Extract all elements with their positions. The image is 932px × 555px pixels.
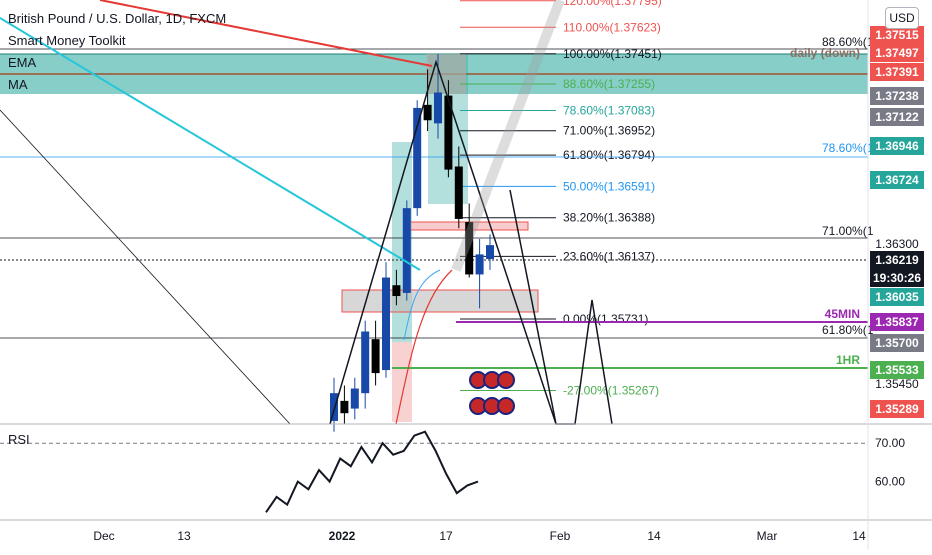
candle-body-10 <box>434 92 442 124</box>
x-tick-7: 14 <box>852 529 866 543</box>
price-tag-1: 1.37497 <box>875 46 919 60</box>
x-tick-0: Dec <box>93 529 114 543</box>
price-tag-11: 1.35837 <box>875 315 919 329</box>
flag-icon-5 <box>497 397 515 415</box>
trendline-cyan <box>0 17 421 271</box>
x-tick-1: 13 <box>177 529 191 543</box>
fib-label-9: 23.60%(1.36137) <box>563 249 655 263</box>
fvg-box <box>341 289 539 313</box>
candle-body-3 <box>361 331 370 394</box>
candle-body-1 <box>340 400 349 414</box>
price-tag-3: 1.37238 <box>875 89 919 103</box>
candle-body-4 <box>371 339 380 374</box>
candle-body-5 <box>382 277 390 371</box>
candle-body-8 <box>413 107 422 209</box>
price-tag-4: 1.37122 <box>875 110 919 124</box>
projection-band <box>451 0 565 272</box>
x-tick-3: 17 <box>439 529 453 543</box>
fib-label-0: 120.00%(1.37795) <box>563 0 662 8</box>
price-tag-10: 1.36035 <box>875 290 919 304</box>
rsi-tick-0: 70.00 <box>875 436 905 450</box>
currency-button[interactable]: USD <box>885 7 919 29</box>
price-tag-0: 1.37515 <box>875 28 919 42</box>
indicator-smart-money-toolkit[interactable]: Smart Money Toolkit <box>8 33 126 48</box>
price-tag-bg-6 <box>870 171 924 189</box>
price-tag-bg-15 <box>870 400 924 418</box>
price-tag-bg-10 <box>870 288 924 306</box>
candle-body-0 <box>330 393 338 421</box>
flag-icon-2 <box>497 371 515 389</box>
right-fib-label-1: 78.60%(1 <box>822 141 874 155</box>
candle-body-6 <box>392 285 401 297</box>
fib-label-7: 50.00%(1.36591) <box>563 179 655 193</box>
candle-body-14 <box>475 254 484 275</box>
trendline-red <box>99 0 433 67</box>
candle-body-2 <box>350 388 359 409</box>
fib-label-5: 71.00%(1.36952) <box>563 124 655 138</box>
price-tag-2: 1.37391 <box>875 65 919 79</box>
price-tag-13: 1.35533 <box>875 363 919 377</box>
annotation-label-0: daily (down) <box>790 46 860 60</box>
candle-body-9 <box>423 104 432 121</box>
chart-title: British Pound / U.S. Dollar, 1D, FXCM <box>8 11 227 26</box>
fib-label-4: 78.60%(1.37083) <box>563 104 655 118</box>
fib-label-6: 61.80%(1.36794) <box>563 148 655 162</box>
fib-label-3: 88.60%(1.37255) <box>563 77 655 91</box>
impulse-zone-low <box>392 342 412 422</box>
price-tag-bg-13 <box>870 361 924 379</box>
price-tag-7: 1.36300 <box>875 237 919 251</box>
right-fib-label-0: 88.60%(1 <box>822 35 874 49</box>
ma-curve <box>403 269 441 341</box>
rsi-label[interactable]: RSI <box>8 432 30 447</box>
price-tag-bg-2 <box>870 63 924 81</box>
price-tag-bg-8 <box>870 251 924 269</box>
price-tag-6: 1.36724 <box>875 173 919 187</box>
price-tag-bg-1 <box>870 44 924 62</box>
fib-label-1: 110.00%(1.37623) <box>563 20 661 34</box>
x-tick-5: 14 <box>647 529 661 543</box>
price-tag-9: 19:30:26 <box>873 271 921 285</box>
zigzag-pattern <box>329 59 613 425</box>
candle-body-11 <box>444 95 453 170</box>
indicator-ema[interactable]: EMA <box>8 55 37 70</box>
fib-label-2: 100.00%(1.37451) <box>563 47 662 61</box>
price-tag-bg-11 <box>870 313 924 331</box>
x-tick-2: 2022 <box>329 529 356 543</box>
annotation-label-1: 45MIN <box>825 307 860 321</box>
candle-body-15 <box>486 245 494 260</box>
price-tag-14: 1.35450 <box>875 377 919 391</box>
price-tag-12: 1.35700 <box>875 336 919 350</box>
rsi-line <box>265 430 479 513</box>
price-tag-5: 1.36946 <box>875 139 919 153</box>
fib-label-10: 0.00%(1.35731) <box>563 312 648 326</box>
price-tag-8: 1.36219 <box>875 253 919 267</box>
trendline-thin <box>0 109 291 425</box>
annotation-label-2: 1HR <box>836 353 860 367</box>
right-fib-label-2: 71.00%(1 <box>822 224 874 238</box>
price-tag-bg-0 <box>870 26 924 44</box>
x-tick-4: Feb <box>550 529 571 543</box>
fib-label-11: -27.00%(1.35267) <box>563 384 659 398</box>
ema-curve <box>395 269 453 425</box>
candle-body-7 <box>402 208 411 293</box>
price-tag-bg-5 <box>870 137 924 155</box>
price-tag-bg-12 <box>870 334 924 352</box>
price-tag-bg-3 <box>870 87 924 105</box>
candle-body-12 <box>454 166 463 219</box>
chart-legend: British Pound / U.S. Dollar, 1D, FXCM Sm… <box>8 8 226 96</box>
indicator-ma[interactable]: MA <box>8 77 28 92</box>
price-tag-bg-9 <box>870 269 924 287</box>
candle-body-13 <box>465 222 474 275</box>
price-tag-15: 1.35289 <box>875 402 919 416</box>
fib-label-8: 38.20%(1.36388) <box>563 211 655 225</box>
price-tag-bg-4 <box>870 108 924 126</box>
x-tick-6: Mar <box>757 529 778 543</box>
rsi-tick-1: 60.00 <box>875 475 905 489</box>
right-fib-label-3: 61.80%(1 <box>822 323 874 337</box>
